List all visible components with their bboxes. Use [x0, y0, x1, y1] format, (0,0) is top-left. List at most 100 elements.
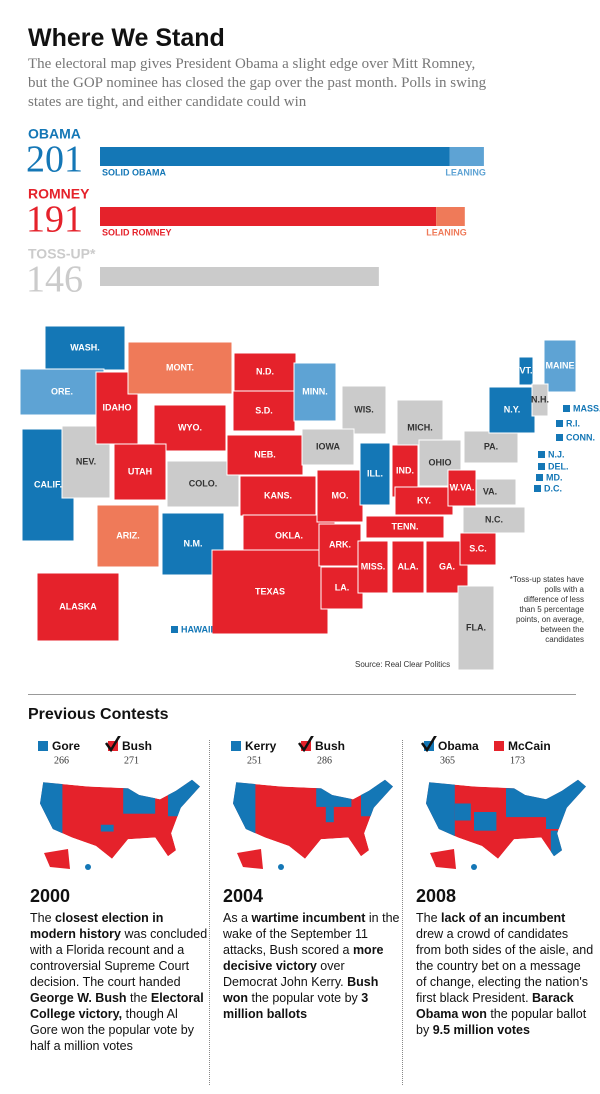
hawaii [278, 864, 284, 870]
text-run: Electoral College victory, [30, 991, 204, 1021]
state-label: OHIO [428, 457, 451, 467]
state [153, 404, 227, 452]
state [488, 386, 536, 434]
contest-year: 2008 [416, 886, 457, 906]
map-blue [454, 803, 471, 821]
state-label: ARK. [329, 539, 351, 549]
contest-graphic: Obama 365 McCain 173 [420, 736, 586, 870]
map-red [40, 779, 200, 859]
state-label: W.VA. [450, 482, 475, 492]
state [96, 504, 160, 568]
state-label: N.Y. [504, 404, 521, 414]
state [232, 390, 296, 432]
state-label: OKLA. [275, 530, 303, 540]
state-label: D.C. [544, 483, 562, 493]
state [536, 474, 543, 481]
candidate-votes: 286 [317, 755, 332, 766]
state [113, 443, 167, 501]
state-label: NEV. [76, 456, 96, 466]
state [127, 341, 233, 395]
state [211, 549, 329, 635]
state-label: MISS. [361, 561, 386, 571]
text-run: Bush won [223, 975, 379, 1005]
state-label: VT. [519, 365, 532, 375]
source: Source: Real Clear Politics [355, 660, 450, 669]
state [293, 362, 337, 422]
winner-check [420, 736, 437, 753]
map-blue [506, 788, 548, 818]
section-title: Previous Contests [28, 706, 169, 723]
state-label: COLO. [189, 478, 218, 488]
state [563, 405, 570, 412]
state [394, 486, 454, 516]
state [171, 626, 178, 633]
state [518, 356, 534, 386]
state-label: R.I. [566, 418, 580, 428]
state [538, 451, 545, 458]
party-label: OBAMA [28, 126, 81, 142]
state [341, 385, 387, 435]
candidate-votes: 271 [124, 755, 139, 766]
map-blue [233, 779, 256, 859]
winner-check [104, 736, 121, 753]
state-label: ARIZ. [116, 530, 140, 540]
party-total: 191 [26, 199, 83, 241]
state-label: LA. [335, 582, 350, 592]
text-run: lack of an incumbent [441, 911, 566, 925]
contest-text: The closest election in modern history w… [30, 910, 208, 1054]
state [239, 475, 317, 517]
state [556, 434, 563, 441]
text-run: 3 million ballots [223, 991, 369, 1021]
state-label: GA. [439, 561, 455, 571]
state-label: N.D. [256, 366, 274, 376]
state-label: CONN. [566, 432, 595, 442]
map-red [233, 779, 393, 859]
state-label: N.M. [184, 538, 203, 548]
candidate-votes: 173 [510, 755, 525, 766]
state-label: UTAH [128, 466, 152, 476]
state [301, 428, 355, 466]
text-run: Barack Obama won [416, 991, 574, 1021]
candidate-name: Bush [122, 739, 152, 753]
state [391, 540, 425, 594]
bar-leaning [436, 207, 465, 226]
alaska [237, 849, 263, 869]
state-label: HAWAII [181, 624, 213, 634]
map: WASH. ORE. CALIF. NEV. IDAHO MONT. WYO. UTAH COL… [19, 325, 600, 671]
bar-label: LEANING [426, 227, 467, 237]
state [36, 572, 120, 642]
state [357, 540, 389, 594]
state [556, 420, 563, 427]
party-total: 146 [26, 259, 83, 300]
state-label: MASS. [573, 403, 600, 413]
subtitle: The electoral map gives President Obama … [28, 56, 487, 110]
text-run: the [126, 991, 151, 1005]
bar-total [100, 267, 379, 286]
map-blue [325, 806, 334, 823]
map-blue [123, 788, 156, 814]
candidate-name: Kerry [245, 739, 277, 753]
text-run: As a [223, 911, 252, 925]
state [447, 469, 477, 507]
contest-text: The lack of an incumbent drew a crowd of… [416, 910, 594, 1038]
bar-solid [100, 147, 450, 166]
text-run: wartime incumbent [251, 911, 366, 925]
state-label: WASH. [70, 342, 100, 352]
state-label: WIS. [354, 404, 374, 414]
candidate-name: Obama [438, 739, 479, 753]
candidate-votes: 251 [247, 755, 262, 766]
map-blue [100, 824, 114, 832]
text-run: The [30, 911, 56, 925]
state-label: MONT. [166, 362, 194, 372]
legend-swatch [231, 741, 241, 751]
contest-year: 2000 [30, 886, 71, 906]
bar-label: SOLID ROMNEY [102, 227, 172, 237]
state-label: IDAHO [103, 402, 132, 412]
hawaii [85, 864, 91, 870]
state [534, 485, 541, 492]
state-label: S.C. [469, 543, 487, 553]
separator [402, 740, 403, 1085]
state [318, 523, 362, 567]
text-run: George W. Bush [30, 991, 127, 1005]
